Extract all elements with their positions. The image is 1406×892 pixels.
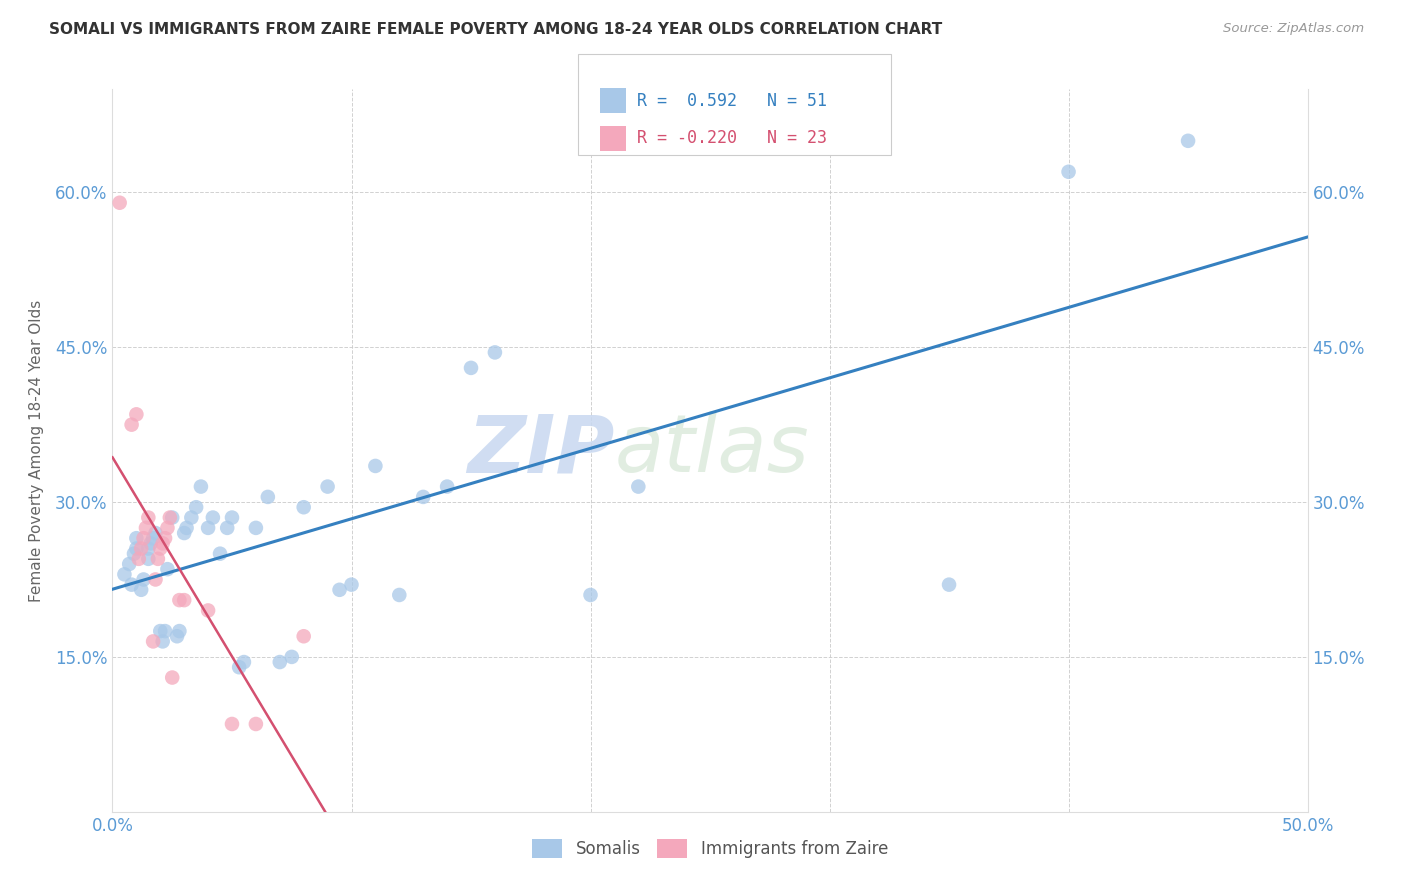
Point	[257, 490, 280, 504]
Point	[153, 531, 176, 545]
Point	[221, 717, 243, 731]
Point	[217, 521, 239, 535]
Point	[149, 541, 172, 556]
Point	[412, 490, 434, 504]
Point	[627, 480, 650, 494]
Point	[162, 671, 183, 685]
Text: Source: ZipAtlas.com: Source: ZipAtlas.com	[1223, 22, 1364, 36]
Point	[138, 541, 160, 556]
Point	[436, 480, 458, 494]
Point	[364, 458, 387, 473]
Point	[121, 577, 143, 591]
Point	[125, 541, 148, 556]
Point	[484, 345, 506, 359]
Point	[173, 593, 195, 607]
Point	[159, 510, 181, 524]
Point	[135, 521, 157, 535]
Point	[190, 480, 212, 494]
Text: SOMALI VS IMMIGRANTS FROM ZAIRE FEMALE POVERTY AMONG 18-24 YEAR OLDS CORRELATION: SOMALI VS IMMIGRANTS FROM ZAIRE FEMALE P…	[49, 22, 942, 37]
Point	[139, 536, 162, 550]
Point	[122, 547, 145, 561]
Text: R =  0.592   N = 51: R = 0.592 N = 51	[637, 92, 827, 110]
Point	[221, 510, 243, 524]
Point	[142, 531, 165, 545]
Point	[138, 510, 160, 524]
Point	[245, 717, 267, 731]
Legend: Somalis, Immigrants from Zaire: Somalis, Immigrants from Zaire	[526, 832, 894, 865]
Point	[108, 195, 131, 210]
Text: ZIP: ZIP	[467, 411, 614, 490]
Point	[152, 634, 174, 648]
Point	[169, 593, 191, 607]
Point	[114, 567, 135, 582]
Point	[166, 629, 188, 643]
Point	[162, 510, 183, 524]
Point	[118, 557, 141, 571]
Point	[340, 577, 363, 591]
Point	[128, 551, 150, 566]
Point	[149, 624, 172, 639]
Point	[152, 536, 174, 550]
Point	[145, 573, 167, 587]
Point	[201, 510, 224, 524]
Point	[153, 624, 176, 639]
Point	[292, 500, 315, 515]
Text: atlas: atlas	[614, 411, 810, 490]
Point	[138, 551, 160, 566]
Point	[146, 551, 169, 566]
Point	[316, 480, 339, 494]
Point	[125, 531, 148, 545]
Point	[156, 521, 179, 535]
Point	[129, 582, 152, 597]
Point	[329, 582, 352, 597]
Point	[169, 624, 191, 639]
Point	[228, 660, 250, 674]
Point	[145, 526, 167, 541]
Point	[125, 407, 148, 421]
Point	[121, 417, 143, 432]
Y-axis label: Female Poverty Among 18-24 Year Olds: Female Poverty Among 18-24 Year Olds	[30, 300, 44, 601]
Point	[245, 521, 267, 535]
Point	[269, 655, 291, 669]
Point	[132, 531, 155, 545]
Point	[132, 573, 155, 587]
Point	[1177, 134, 1199, 148]
Point	[281, 649, 304, 664]
Point	[233, 655, 256, 669]
Point	[156, 562, 179, 576]
Point	[142, 634, 165, 648]
Point	[209, 547, 232, 561]
Point	[197, 603, 219, 617]
Point	[388, 588, 411, 602]
Point	[129, 541, 152, 556]
Text: R = -0.220   N = 23: R = -0.220 N = 23	[637, 129, 827, 147]
Point	[186, 500, 208, 515]
Point	[460, 360, 482, 375]
Point	[938, 577, 960, 591]
Point	[579, 588, 602, 602]
Point	[176, 521, 198, 535]
Point	[1057, 165, 1080, 179]
Point	[197, 521, 219, 535]
Point	[173, 526, 195, 541]
Point	[292, 629, 315, 643]
Point	[180, 510, 202, 524]
